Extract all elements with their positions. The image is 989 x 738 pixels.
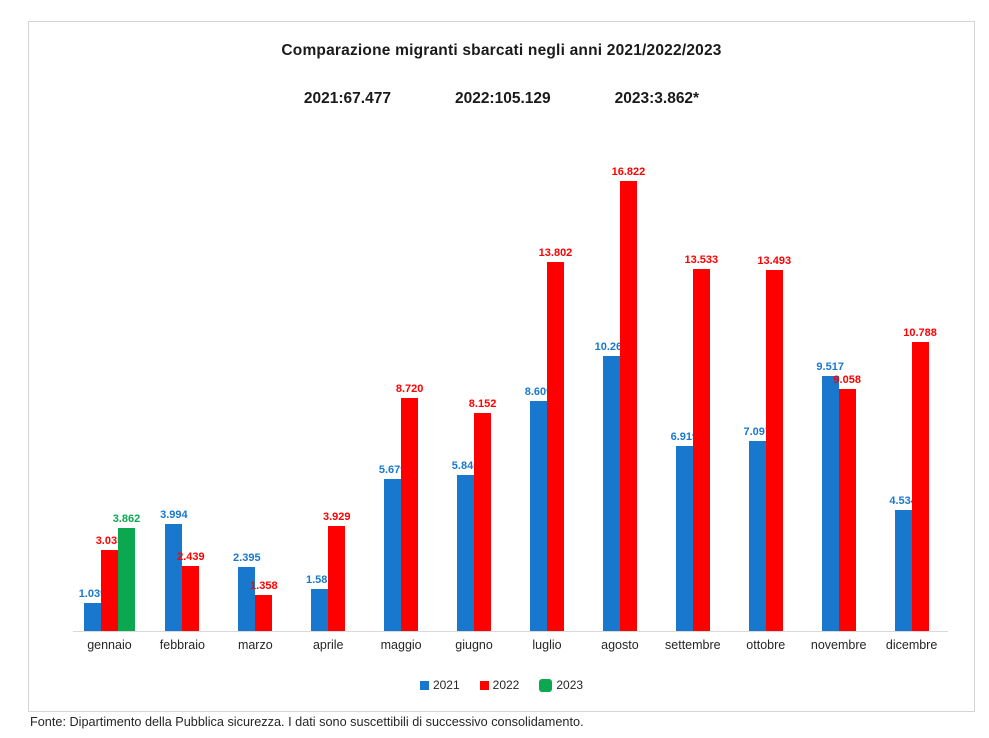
bar-2021-luglio: 8.609 [525,386,552,631]
x-axis-label-giugno: giugno [455,638,493,652]
bar-2022-luglio: 13.802 [539,247,572,631]
legend-entry-2021: 2021 [419,678,460,692]
bar-2022-ottobre: 13.493 [757,255,791,631]
legend-entry-2023: 2023 [539,678,583,692]
x-axis-labels: gennaio febbraio marzo aprile maggio giugno lu… [73,638,948,652]
bar-value-label-2021-gennaio: 1.039 [78,588,107,600]
month-group-dicembre: 4.534 10.788 [875,152,948,631]
month-group-novembre: 9.517 9.058 [802,152,875,631]
legend-label-2022: 2022 [492,678,520,692]
legend-swatch-2022 [479,680,489,690]
bar-2022-febbraio: 2.439 [177,551,205,631]
bar-2022-marzo: 1.358 [250,580,278,631]
bar-2021-novembre: 9.517 [816,361,844,631]
bar-value-label-2022-febbraio: 2.439 [177,551,205,563]
bar-value-label-2021-dicembre: 4.534 [889,495,917,507]
bar-2021-marzo: 2.395 [233,552,261,631]
bar-value-label-2021-settembre: 6.919 [670,431,699,443]
total-2022: 2022:105.129 [454,90,551,107]
bar-2022-giugno: 8.152 [469,398,496,631]
bar-value-label-2021-ottobre: 7.097 [743,426,772,438]
bar-value-label-2021-marzo: 2.395 [233,552,261,564]
bar-value-label-2022-luglio: 13.802 [538,247,573,259]
month-group-febbraio: 3.994 2.439 [146,152,219,631]
x-axis-label-ottobre: ottobre [746,638,786,652]
bar-value-label-2022-novembre: 9.058 [833,374,861,386]
legend-swatch-2021 [419,680,429,690]
legend-entry-2022: 2022 [479,678,520,692]
bar-2021-giugno: 5.840 [452,460,479,631]
bar-2022-aprile: 3.929 [323,511,350,631]
bar-value-label-2022-aprile: 3.929 [322,511,351,523]
bar-value-label-2021-agosto: 10.269 [594,341,629,353]
bar-value-label-2021-novembre: 9.517 [816,361,844,373]
month-group-luglio: 8.609 13.802 [511,152,584,631]
x-axis-label-gennaio: gennaio [87,638,132,652]
bar-value-label-2021-aprile: 1.585 [305,574,334,586]
bar-value-label-2023-gennaio: 3.862 [112,513,141,525]
bar-value-label-2022-ottobre: 13.493 [757,255,792,267]
bar-2021-dicembre: 4.534 [889,495,917,631]
month-group-ottobre: 7.097 13.493 [729,152,802,631]
source-note: Fonte: Dipartimento della Pubblica sicur… [30,715,584,729]
bar-2023-gennaio: 3.862 [113,513,140,631]
x-axis-label-luglio: luglio [532,638,562,652]
bar-value-label-2021-giugno: 5.840 [451,460,480,472]
bar-value-label-2022-marzo: 1.358 [250,580,278,592]
month-group-gennaio: 1.039 3.035 3.862 [73,152,146,631]
legend: 2021 2022 2023 [29,678,974,692]
bar-2022-gennaio: 3.035 [96,535,123,631]
bar-value-label-2022-settembre: 13.533 [684,254,719,266]
yearly-totals: 2021:67.477 2022:105.129 2023:3.862* [29,90,974,108]
bar-2021-maggio: 5.679 [379,464,406,631]
bar-2022-dicembre: 10.788 [903,327,937,631]
month-group-maggio: 5.679 8.720 [365,152,438,631]
chart-title: Comparazione migranti sbarcati negli ann… [281,42,722,59]
legend-swatch-2023 [539,678,553,692]
month-group-marzo: 2.395 1.358 [219,152,292,631]
bar-2021-ottobre: 7.097 [743,426,771,631]
legend-label-2021: 2021 [432,678,460,692]
total-2023: 2023:3.862* [614,90,700,107]
x-axis-label-agosto: agosto [601,638,639,652]
bar-2022-novembre: 9.058 [833,374,861,631]
month-group-settembre: 6.919 13.533 [656,152,729,631]
bar-value-label-2021-maggio: 5.679 [378,464,407,476]
legend-label-2023: 2023 [556,678,584,692]
bar-value-label-2022-giugno: 8.152 [468,398,497,410]
x-axis-label-marzo: marzo [237,638,273,652]
bar-2021-febbraio: 3.994 [160,509,188,631]
bar-value-label-2021-febbraio: 3.994 [160,509,188,521]
x-axis-label-aprile: aprile [312,638,344,652]
bar-2021-gennaio: 1.039 [79,588,106,631]
x-axis-label-settembre: settembre [665,638,721,652]
bar-2022-settembre: 13.533 [685,254,718,631]
x-axis-label-novembre: novembre [810,638,867,652]
bar-2021-settembre: 6.919 [671,431,698,631]
bar-2022-maggio: 8.720 [396,383,423,631]
bar-value-label-2022-dicembre: 10.788 [903,327,937,339]
total-2021: 2021:67.477 [303,90,391,107]
chart-frame: Comparazione migranti sbarcati negli ann… [28,21,975,712]
month-group-aprile: 1.585 3.929 [292,152,365,631]
bar-2022-agosto: 16.822 [612,166,645,631]
bar-value-label-2021-luglio: 8.609 [524,386,553,398]
bar-value-label-2022-maggio: 8.720 [395,383,424,395]
bar-value-label-2022-gennaio: 3.035 [95,535,124,547]
plot-area: 1.039 3.035 3.862 3.994 2.439 2.395 1.358 1.585… [73,152,948,632]
bar-2021-aprile: 1.585 [306,574,333,631]
bar-value-label-2022-agosto: 16.822 [611,166,646,178]
bar-2021-agosto: 10.269 [595,341,628,631]
x-axis-label-maggio: maggio [380,638,422,652]
month-group-giugno: 5.840 8.152 [438,152,511,631]
x-axis-label-febbraio: febbraio [159,638,205,652]
x-axis-label-dicembre: dicembre [885,638,938,652]
month-group-agosto: 10.269 16.822 [583,152,656,631]
